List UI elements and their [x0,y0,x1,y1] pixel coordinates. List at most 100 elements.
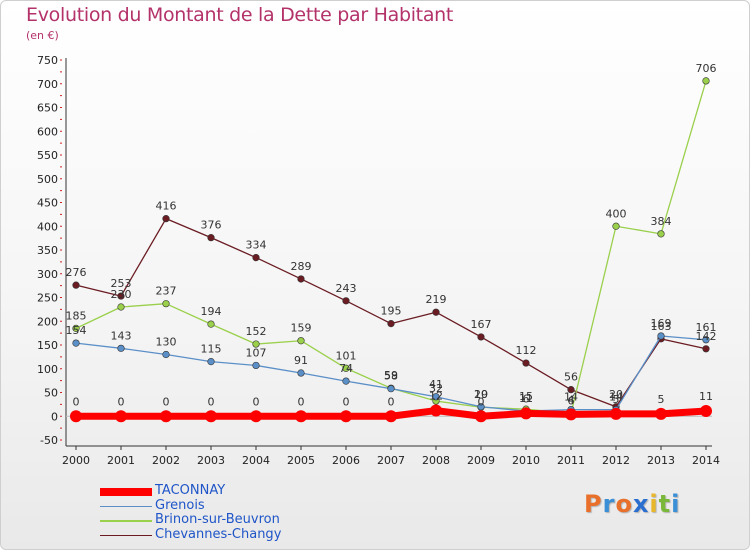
logo-letter: t [658,490,672,518]
series-point [702,77,710,85]
data-label: 115 [201,343,222,356]
data-label: 19 [474,388,488,401]
data-label: 0 [163,395,170,408]
data-label: 185 [66,309,87,322]
series-point [522,359,530,367]
series-point [567,386,575,394]
series-point [252,340,260,348]
data-label: 6 [568,394,575,407]
series-point [72,339,80,347]
data-label: 112 [516,344,537,357]
data-label: 41 [429,378,443,391]
series-point [655,407,667,420]
x-tick-label: 2012 [602,454,630,467]
data-label: 384 [651,215,672,228]
series-point [207,358,215,366]
data-label: 169 [651,317,672,330]
data-label: 20 [609,388,623,401]
series-point [612,222,620,230]
data-label: 243 [336,282,357,295]
data-label: 706 [696,62,717,75]
x-tick-label: 2002 [152,454,180,467]
y-tick-label: 200 [37,315,58,328]
legend-label: Grenois [155,497,205,513]
data-label: 15 [519,390,533,403]
y-tick-label: 550 [37,149,58,162]
series-point [342,377,350,385]
data-label: 159 [291,322,312,335]
data-label: 376 [201,219,222,232]
data-label: 14 [609,391,623,404]
data-labels: 2762534163763342892431952191671125620163… [66,62,717,408]
legend-swatch [100,505,152,507]
data-label: 253 [111,277,132,290]
data-label: 58 [384,370,398,383]
series-point [72,324,80,332]
logo-letter: P [584,490,603,518]
proxiti-logo: Proxiti [584,490,680,518]
series-point [475,410,487,423]
data-label: 143 [111,329,132,342]
series-point [477,333,485,341]
series-point [297,337,305,345]
data-label: 12 [429,390,443,403]
data-label: 276 [66,266,87,279]
series-point [702,336,710,344]
logo-letter: i [671,490,681,518]
series-point [657,230,665,238]
series-point [70,410,82,423]
data-label: 416 [156,200,177,213]
data-label: 0 [298,395,305,408]
x-tick-label: 2004 [242,454,270,467]
legend-swatch [100,520,152,522]
data-label: 11 [519,392,533,405]
data-label: 0 [208,395,215,408]
data-label: 0 [253,395,260,408]
x-tick-label: 2009 [467,454,495,467]
data-label: 4 [568,393,575,406]
x-tick-label: 2005 [287,454,315,467]
series-point [72,281,80,289]
chart-unit: (en €) [26,29,59,42]
data-label: 0 [388,395,395,408]
legend-label: TACONNAY [155,483,226,498]
y-tick-labels: -50 0 50 100 150 200 250 300 350 400 450 500 550 600 6… [37,54,58,447]
data-label: 11 [699,390,713,403]
y-tick-label: 600 [37,125,58,138]
series-point [432,308,440,316]
data-label: 194 [201,305,222,318]
y-tick-label: 500 [37,173,58,186]
series-point [162,215,170,223]
series-point [430,404,442,417]
chart-title: Evolution du Montant de la Dette par Hab… [26,4,454,26]
y-tick-label: 450 [37,197,58,210]
logo-letter: o [615,490,633,518]
series-point [250,410,262,423]
data-label: 0 [478,395,485,408]
y-tick-label: 0 [51,410,58,423]
y-tick-label: 300 [37,268,58,281]
series-point [207,234,215,242]
x-tick-label: 2001 [107,454,135,467]
data-label: 6 [523,392,530,405]
y-tick-label: -50 [40,434,58,447]
series-point [117,292,125,300]
y-tick-label: 250 [37,292,58,305]
x-tick-label: 2007 [377,454,405,467]
series-line [75,80,707,415]
series-point [385,410,397,423]
series-point [477,403,485,411]
y-tick-label: 350 [37,244,58,257]
series-point [162,350,170,359]
series-point [387,385,395,393]
x-tick-label: 2003 [197,454,225,467]
y-tick-label: 100 [37,363,58,376]
x-tick-label: 2000 [62,454,90,467]
logo-letter: r [602,490,616,518]
data-label: 219 [426,293,447,306]
data-label: 59 [384,369,398,382]
data-label: 0 [343,395,350,408]
legend-swatch [100,534,152,536]
data-label: 167 [471,318,492,331]
